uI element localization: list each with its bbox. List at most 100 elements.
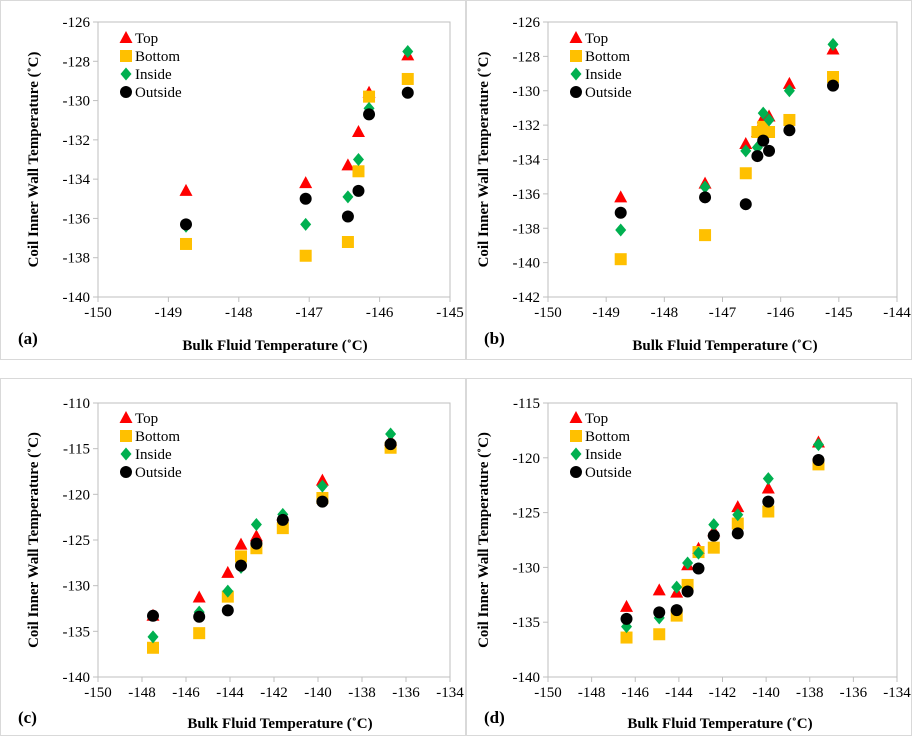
y-tick-label: -130 <box>63 579 91 595</box>
series-top <box>179 48 415 196</box>
x-tick-label: -147 <box>295 305 323 321</box>
legend-marker <box>569 411 583 423</box>
series-bottom <box>180 72 414 262</box>
data-point <box>731 517 744 530</box>
data-point <box>316 479 328 493</box>
legend-entry: Inside <box>585 67 622 83</box>
x-tick-label: -146 <box>172 685 200 701</box>
data-point <box>300 217 312 231</box>
x-tick-label: -146 <box>622 685 650 701</box>
x-tick-label: -136 <box>840 685 868 701</box>
chart-panel-a: -150 -149 -148 -147 -146 -145 -140 -138 -136 -134… <box>18 15 464 354</box>
legend-marker <box>120 86 132 98</box>
data-point <box>235 550 247 563</box>
x-tick-label: -145 <box>825 305 853 321</box>
y-axis-label: Coil Inner Wall Temperature (˚C) <box>26 432 42 648</box>
data-point <box>763 113 775 127</box>
data-point <box>250 517 262 531</box>
x-tick-label: -148 <box>225 305 253 321</box>
panel-label: (a) <box>18 329 38 348</box>
x-tick-label: -134 <box>436 685 464 701</box>
data-point <box>235 559 247 572</box>
x-tick-label: -140 <box>304 685 332 701</box>
legend-entry: Top <box>585 31 608 47</box>
x-tick-label: -150 <box>84 685 112 701</box>
y-tick-label: -126 <box>513 15 541 31</box>
y-tick-label: -115 <box>513 396 540 412</box>
x-tick-label: -150 <box>84 305 112 321</box>
y-axis-label: Coil Inner Wall Temperature (˚C) <box>476 432 492 648</box>
y-tick-label: -138 <box>63 251 91 267</box>
data-point <box>653 628 666 641</box>
x-tick-label: -142 <box>260 685 288 701</box>
y-tick-label: -125 <box>513 506 541 522</box>
legend: Top Bottom Inside Outside <box>569 411 632 481</box>
data-point <box>351 125 365 137</box>
data-point <box>620 599 634 612</box>
x-axis-label: Bulk Fluid Temperature (˚C) <box>632 338 817 354</box>
data-point <box>692 562 705 575</box>
data-point <box>739 137 753 150</box>
x-tick-label: -150 <box>534 685 562 701</box>
data-point <box>180 218 192 231</box>
x-tick-label: -136 <box>392 685 420 701</box>
legend-marker <box>570 50 582 62</box>
data-point <box>739 167 752 180</box>
data-point <box>299 176 313 189</box>
data-point <box>783 84 795 98</box>
legend-marker <box>120 447 132 461</box>
chart-panel-b: -150 -149 -148 -147 -146 -145 -144 -142 -140 -138… <box>476 15 911 354</box>
legend-marker <box>119 411 133 423</box>
y-tick-label: -125 <box>63 533 91 549</box>
data-point <box>193 627 206 640</box>
x-tick-label: -146 <box>366 305 394 321</box>
x-tick-label: -144 <box>883 305 911 321</box>
data-point <box>384 438 397 451</box>
panel-label: (b) <box>484 329 505 348</box>
y-tick-label: -140 <box>63 290 91 306</box>
series-inside <box>180 44 414 233</box>
data-point <box>763 144 776 157</box>
y-tick-label: -130 <box>513 560 541 576</box>
x-tick-label: -134 <box>883 685 911 701</box>
data-point <box>179 183 193 196</box>
legend-entry: Bottom <box>135 429 180 445</box>
legend-marker <box>120 50 132 62</box>
legend-entry: Inside <box>585 447 622 463</box>
data-point <box>192 590 206 603</box>
chart-panel-d: -150 -148 -146 -144 -142 -140 -138 -136 -134 -140… <box>476 396 911 732</box>
y-tick-label: -132 <box>513 118 541 134</box>
data-point <box>783 124 796 137</box>
series-inside <box>147 427 397 644</box>
legend-marker <box>570 430 582 442</box>
data-point <box>316 495 329 508</box>
data-point <box>782 76 796 89</box>
y-tick-label: -138 <box>513 221 541 237</box>
data-point <box>708 518 720 532</box>
legend-marker <box>120 67 132 81</box>
data-point <box>731 527 744 540</box>
data-point <box>147 630 159 644</box>
data-point <box>249 529 263 542</box>
y-tick-label: -135 <box>63 624 91 640</box>
series-bottom <box>620 458 825 644</box>
data-point <box>699 191 712 204</box>
x-tick-label: -144 <box>216 685 244 701</box>
data-point <box>762 505 775 518</box>
x-tick-label: -138 <box>348 685 376 701</box>
x-tick-label: -140 <box>752 685 780 701</box>
data-point <box>363 108 376 121</box>
data-point <box>614 206 627 219</box>
data-point <box>763 126 776 138</box>
series-outside <box>180 86 414 231</box>
data-point <box>739 198 752 211</box>
data-point <box>693 546 705 560</box>
data-point <box>762 472 774 486</box>
data-point <box>652 583 666 596</box>
legend-marker <box>120 430 132 442</box>
series-outside <box>614 79 840 219</box>
x-axis-label: Bulk Fluid Temperature (˚C) <box>627 716 812 732</box>
legend-entry: Outside <box>135 85 182 101</box>
data-point <box>827 79 840 92</box>
